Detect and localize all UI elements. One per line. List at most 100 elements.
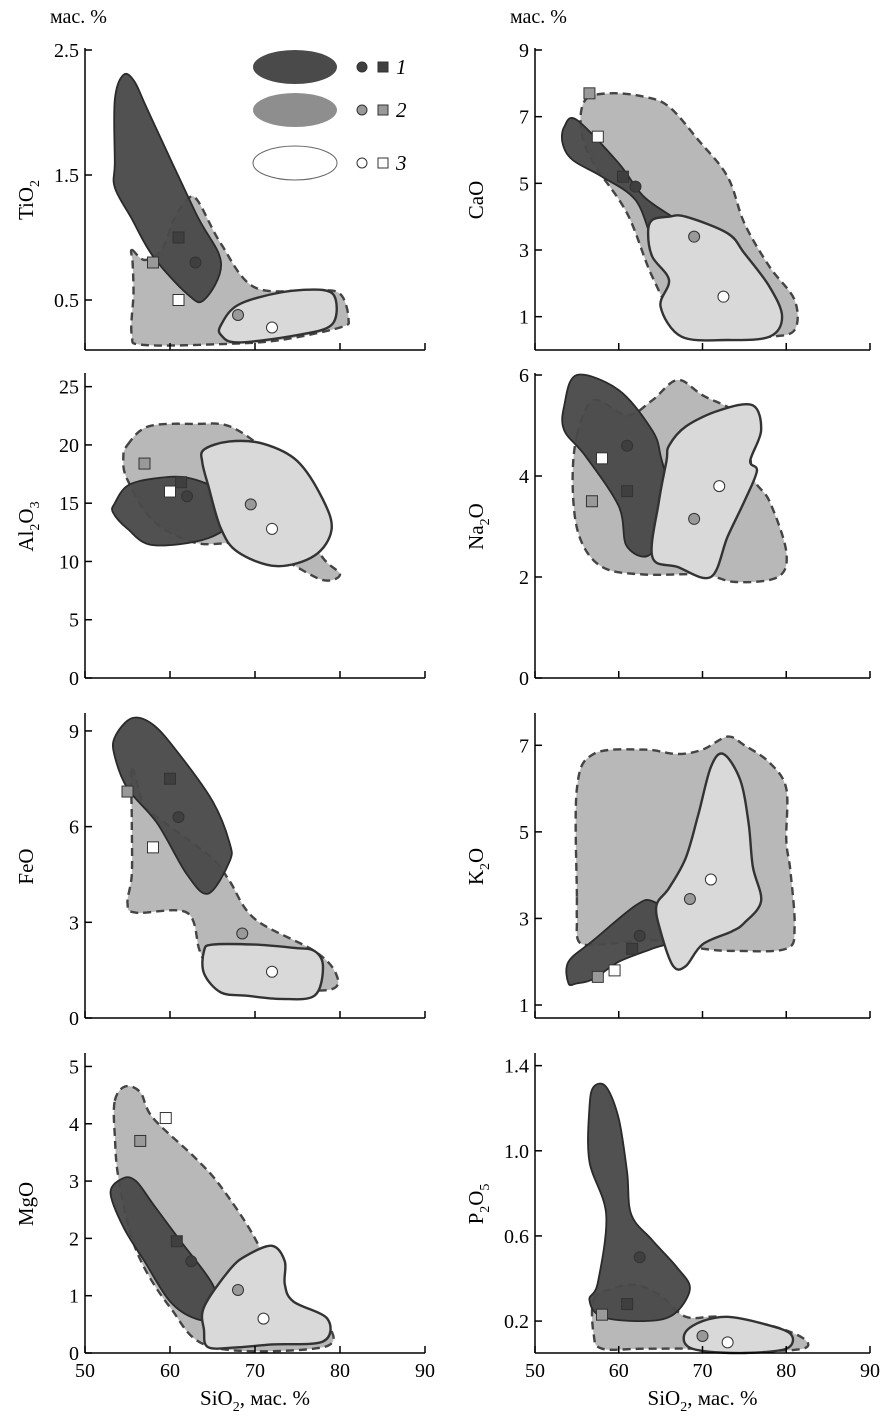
- marker-circle-2-al2o3: [244, 498, 257, 511]
- y-tick-label-cao: 1: [519, 307, 529, 329]
- marker-square-2-al2o3: [138, 457, 151, 470]
- panel-mgo: 0 1 2 3 4 5 50 60 70 80 90 MgO SiO2, мас. %: [14, 1053, 435, 1415]
- marker-square-2-tio2: [147, 256, 159, 269]
- y-tick-label-na2o: 4: [519, 466, 529, 488]
- marker-square-3-na2o: [596, 452, 608, 465]
- marker-circle-3-feo: [266, 965, 278, 978]
- marker-square-1-k2o: [626, 942, 639, 955]
- legend-square-3: [377, 157, 389, 169]
- x-tick-label-p2o5: 60: [609, 1360, 629, 1382]
- field-3-tio2: [217, 288, 338, 344]
- y-tick-label-na2o: 0: [519, 668, 529, 690]
- panel-feo: 0 3 6 9 FeO: [14, 713, 426, 1030]
- y-tick-label-k2o: 5: [519, 822, 529, 844]
- y-axis-label-tio2: TiO2: [14, 180, 43, 220]
- y-tick-label-p2o5: 1.0: [504, 1141, 529, 1163]
- marker-square-3-cao: [591, 130, 604, 143]
- marker-square-2-cao: [583, 87, 596, 100]
- marker-circle-1-cao: [629, 180, 642, 193]
- x-tick-label-mgo: 50: [75, 1360, 95, 1382]
- y-tick-label-feo: 6: [69, 817, 79, 839]
- panel-k2o: 1 3 5 7 K2O: [464, 713, 871, 1019]
- y-tick-label-al2o3: 25: [59, 377, 79, 399]
- panel-p2o5: 0.2 0.6 1.0 1.4 50 60 70 80 90 P2O5 SiO2, мас. %: [464, 1053, 880, 1415]
- marker-square-1-mgo: [170, 1235, 183, 1248]
- y-tick-label-cao: 5: [519, 173, 529, 195]
- x-tick-label-mgo: 60: [160, 1360, 180, 1382]
- legend-square-2: [377, 104, 389, 116]
- y-tick-label-tio2: 0.5: [54, 290, 79, 312]
- marker-circle-2-feo: [236, 927, 249, 940]
- y-tick-label-p2o5: 1.4: [504, 1056, 529, 1078]
- y-tick-label-mgo: 5: [69, 1056, 79, 1078]
- y-axis-label-p2o5: P2O5: [464, 1184, 493, 1225]
- y-axis-label-mgo: MgO: [14, 1182, 38, 1226]
- legend-circle-2: [356, 104, 368, 116]
- marker-circle-3-na2o: [713, 480, 726, 493]
- y-tick-label-al2o3: 10: [59, 551, 79, 573]
- y-tick-label-k2o: 7: [519, 735, 529, 757]
- marker-square-3-al2o3: [164, 485, 176, 498]
- marker-square-1-cao: [616, 170, 629, 183]
- y-tick-label-cao: 9: [519, 40, 529, 62]
- marker-circle-1-k2o: [633, 929, 646, 942]
- y-tick-label-mgo: 2: [69, 1228, 79, 1250]
- unit-label-right: мас. %: [510, 6, 567, 28]
- marker-square-3-k2o: [608, 964, 621, 977]
- y-tick-label-feo: 0: [69, 1008, 79, 1030]
- panel-cao: 1 3 5 7 9 CaO: [464, 40, 871, 351]
- marker-circle-3-al2o3: [266, 522, 278, 535]
- marker-square-3-mgo: [159, 1112, 172, 1125]
- marker-square-2-p2o5: [596, 1308, 608, 1321]
- field-3-al2o3: [200, 439, 333, 568]
- y-tick-label-p2o5: 0.6: [504, 1226, 529, 1248]
- field-3-feo: [201, 942, 325, 1001]
- y-tick-label-tio2: 2.5: [54, 40, 79, 62]
- field-3-k2o: [654, 752, 763, 971]
- marker-circle-3-k2o: [704, 873, 717, 886]
- legend-circle-3: [356, 157, 368, 169]
- y-tick-label-k2o: 3: [519, 908, 529, 930]
- y-tick-label-feo: 3: [69, 912, 79, 934]
- field-3-p2o5: [682, 1315, 795, 1355]
- marker-circle-3-cao: [717, 290, 730, 303]
- marker-circle-3-p2o5: [721, 1336, 734, 1349]
- marker-square-2-feo: [121, 785, 134, 798]
- y-tick-label-mgo: 1: [69, 1286, 79, 1308]
- marker-square-3-feo: [147, 841, 159, 854]
- x-tick-label-p2o5: 80: [776, 1360, 796, 1382]
- marker-circle-3-tio2: [266, 321, 278, 334]
- legend-swatch-3: [252, 145, 338, 181]
- marker-square-1-al2o3: [175, 476, 188, 489]
- marker-square-3-tio2: [172, 294, 185, 306]
- y-tick-label-mgo: 3: [69, 1171, 79, 1193]
- marker-circle-3-mgo: [257, 1312, 270, 1325]
- y-tick-label-al2o3: 20: [59, 435, 79, 457]
- legend-swatch-1: [253, 50, 337, 84]
- marker-circle-1-feo: [172, 811, 185, 824]
- y-tick-label-mgo: 4: [69, 1114, 79, 1136]
- x-tick-label-p2o5: 90: [860, 1360, 880, 1382]
- legend-label-3: 3: [395, 151, 407, 175]
- panel-na2o: 0 2 4 6 Na2O: [464, 365, 871, 690]
- legend-label-2: 2: [396, 98, 407, 122]
- legend-swatch-2: [253, 93, 337, 127]
- unit-label-left: мас. %: [50, 6, 107, 28]
- marker-square-1-feo: [164, 772, 176, 785]
- y-axis-label-k2o: K2O: [464, 848, 493, 885]
- x-tick-label-mgo: 80: [330, 1360, 350, 1382]
- marker-circle-1-al2o3: [181, 490, 193, 503]
- y-tick-label-mgo: 0: [69, 1343, 79, 1365]
- field-1-p2o5: [587, 1082, 691, 1323]
- y-axis-label-cao: CaO: [464, 181, 488, 220]
- x-tick-label-mgo: 70: [245, 1360, 265, 1382]
- y-axis-label-al2o3: Al2O3: [14, 501, 43, 551]
- field-3-na2o: [650, 402, 763, 580]
- x-axis-label-p2o5: SiO2, мас. %: [648, 1386, 758, 1415]
- x-tick-label-p2o5: 50: [525, 1360, 545, 1382]
- y-tick-label-na2o: 6: [519, 365, 529, 387]
- marker-square-1-tio2: [172, 231, 185, 244]
- x-tick-label-p2o5: 70: [693, 1360, 713, 1382]
- y-axis-label-na2o: Na2O: [464, 503, 493, 550]
- y-tick-label-al2o3: 5: [69, 610, 79, 632]
